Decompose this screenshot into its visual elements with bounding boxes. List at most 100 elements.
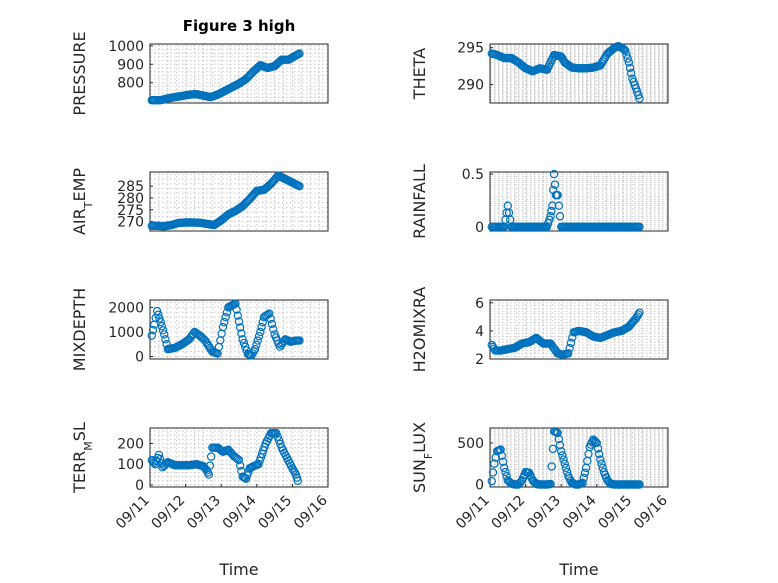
y-tick-label: 4 bbox=[475, 324, 484, 340]
data-point bbox=[624, 58, 634, 67]
data-point bbox=[154, 310, 163, 319]
data-point bbox=[635, 480, 644, 489]
y-tick-label: 500 bbox=[457, 436, 484, 452]
data-point bbox=[234, 455, 244, 465]
data-point bbox=[160, 330, 169, 339]
data-point bbox=[267, 319, 277, 329]
axes-box bbox=[149, 427, 329, 488]
data-point bbox=[156, 317, 165, 327]
subplot-1: 800 900 1000 PRESSURE Figure 3 high bbox=[70, 17, 329, 116]
subplot-6: 2 4 6 H2OMIXRA bbox=[410, 287, 669, 373]
data-point bbox=[263, 310, 273, 319]
y-tick-label: 285 bbox=[117, 179, 144, 195]
data-point bbox=[555, 440, 565, 450]
x-tick-label: 09/14 bbox=[560, 492, 600, 532]
data-point bbox=[157, 322, 167, 331]
x-tick-label: 09/15 bbox=[595, 493, 635, 533]
data-point bbox=[627, 69, 636, 78]
data-point bbox=[497, 451, 507, 460]
data-point bbox=[257, 322, 266, 332]
y-tick-label: 275 bbox=[117, 203, 144, 219]
y-tick-label: 2000 bbox=[108, 300, 144, 316]
y-tick-label: 270 bbox=[117, 215, 144, 231]
data-point bbox=[553, 190, 562, 200]
subplot-4: 0 0.5 RAINFALL bbox=[410, 164, 669, 239]
data-point bbox=[221, 313, 230, 322]
y-axis-label: RAINFALL bbox=[410, 164, 429, 239]
data-point bbox=[496, 445, 505, 454]
data-point bbox=[558, 451, 567, 460]
data-point bbox=[155, 314, 164, 323]
data-point bbox=[232, 305, 241, 314]
data-point bbox=[555, 212, 565, 221]
data-point bbox=[560, 459, 569, 468]
data-point bbox=[254, 332, 264, 341]
x-tick-label: 09/14 bbox=[220, 492, 260, 532]
data-point bbox=[206, 452, 216, 461]
data-point bbox=[295, 336, 304, 345]
data-point bbox=[250, 344, 260, 354]
y-tick-label: 0 bbox=[475, 220, 484, 236]
axes-box bbox=[489, 299, 669, 360]
data-point bbox=[635, 94, 644, 103]
data-point bbox=[502, 471, 511, 481]
data-point bbox=[490, 459, 499, 468]
axes-box bbox=[149, 171, 329, 232]
y-tick-label: 0 bbox=[135, 478, 144, 494]
x-tick-label: 09/16 bbox=[631, 492, 671, 532]
data-point bbox=[233, 311, 243, 320]
data-point bbox=[546, 212, 555, 221]
data-point bbox=[565, 343, 574, 353]
data-point bbox=[147, 331, 156, 340]
x-tick-label: 09/12 bbox=[489, 493, 529, 533]
data-point bbox=[265, 309, 274, 318]
data-point bbox=[634, 310, 643, 319]
data-point bbox=[241, 342, 250, 351]
data-point bbox=[273, 432, 282, 441]
y-tick-label: 1000 bbox=[108, 39, 144, 55]
data-point bbox=[625, 63, 635, 73]
data-point bbox=[554, 201, 564, 210]
y-axis-label: AIRTEMP bbox=[70, 168, 95, 235]
data-point bbox=[248, 349, 257, 358]
y-tick-label: 295 bbox=[457, 41, 484, 57]
data-point bbox=[152, 306, 162, 316]
data-point bbox=[269, 324, 278, 334]
data-point bbox=[623, 54, 632, 63]
data-point bbox=[548, 444, 558, 454]
data-point bbox=[204, 470, 213, 479]
data-point bbox=[561, 463, 571, 473]
y-axis-label: H2OMIXRA bbox=[410, 287, 429, 373]
data-point bbox=[618, 44, 628, 53]
x-tick-label: 09/13 bbox=[524, 493, 564, 533]
data-point bbox=[498, 457, 508, 466]
data-point bbox=[256, 327, 265, 337]
data-point bbox=[501, 467, 510, 477]
data-point bbox=[554, 434, 564, 444]
data-point bbox=[234, 317, 244, 326]
data-point bbox=[592, 438, 602, 448]
data-point bbox=[252, 340, 261, 350]
data-point bbox=[295, 181, 304, 191]
x-tick-label: 09/13 bbox=[184, 493, 224, 533]
data-point bbox=[593, 444, 603, 453]
data-point bbox=[237, 329, 246, 338]
data-point bbox=[564, 349, 573, 358]
y-axis-label: THETA bbox=[410, 48, 429, 100]
y-tick-label: 900 bbox=[117, 57, 144, 73]
data-point bbox=[295, 49, 304, 58]
data-point bbox=[550, 180, 560, 189]
data-point bbox=[596, 455, 605, 464]
data-point bbox=[272, 428, 281, 438]
y-tick-label: 0.5 bbox=[462, 167, 484, 183]
data-point bbox=[220, 317, 229, 327]
data-point bbox=[232, 453, 241, 463]
axes-box bbox=[489, 171, 669, 232]
data-point bbox=[487, 476, 496, 486]
data-point bbox=[247, 351, 256, 360]
data-point bbox=[580, 468, 590, 478]
data-point bbox=[559, 455, 568, 464]
data-point bbox=[235, 323, 245, 332]
